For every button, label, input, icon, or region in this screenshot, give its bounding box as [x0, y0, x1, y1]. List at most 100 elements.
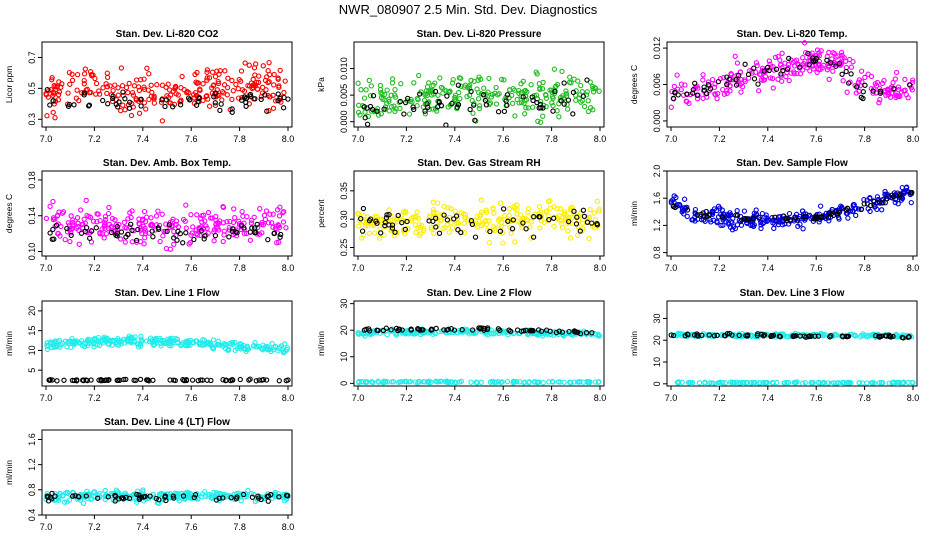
data-point — [802, 213, 809, 220]
data-point — [195, 377, 201, 384]
data-point — [277, 224, 283, 231]
data-point — [868, 73, 875, 80]
data-point — [281, 89, 287, 96]
data-point — [441, 203, 447, 209]
data-point — [276, 345, 282, 352]
data-point — [80, 377, 86, 383]
data-point — [382, 97, 388, 103]
data-point — [51, 344, 57, 350]
data-point — [220, 203, 226, 210]
panel-title: Stan. Dev. Line 1 Flow — [115, 288, 220, 299]
data-point — [75, 493, 82, 500]
data-point — [510, 378, 517, 384]
data-point — [507, 224, 513, 231]
data-point — [550, 103, 556, 109]
data-point — [229, 228, 236, 234]
data-point — [123, 84, 130, 91]
data-point — [115, 335, 121, 342]
data-point — [551, 66, 558, 72]
data-point — [797, 71, 804, 77]
y-tick-label: 0.8 — [652, 246, 662, 259]
data-point — [734, 208, 740, 214]
data-point — [909, 79, 916, 86]
y-axis-label: degrees C — [629, 65, 639, 104]
data-point — [456, 75, 463, 81]
data-point — [86, 102, 93, 108]
data-point — [443, 122, 449, 128]
data-point — [208, 215, 214, 221]
data-point — [551, 215, 557, 221]
data-point — [876, 100, 882, 106]
data-point — [121, 219, 128, 226]
data-point — [741, 208, 748, 214]
data-point — [119, 83, 126, 89]
data-point — [88, 496, 94, 503]
data-point — [167, 246, 174, 252]
data-point — [437, 218, 444, 224]
data-point — [155, 208, 161, 214]
data-point — [118, 107, 124, 114]
data-point — [368, 83, 374, 89]
data-point — [706, 211, 713, 218]
data-point — [561, 80, 567, 86]
data-point — [468, 88, 474, 95]
data-point — [758, 219, 764, 226]
data-point — [581, 213, 588, 220]
data-point — [247, 91, 254, 98]
data-point — [137, 341, 143, 347]
data-point — [214, 68, 220, 74]
data-point — [167, 377, 173, 383]
data-point — [167, 92, 174, 98]
data-point — [468, 77, 474, 84]
data-point — [790, 333, 796, 340]
data-point — [870, 90, 876, 96]
data-point — [211, 94, 217, 100]
data-point — [194, 80, 200, 86]
data-point — [844, 205, 851, 211]
x-tick-label: 7.2 — [713, 134, 726, 144]
data-point — [674, 379, 681, 386]
y-tick-label: 0.000 — [339, 110, 349, 133]
data-point — [118, 65, 125, 71]
data-point — [668, 332, 674, 338]
x-tick-label: 7.4 — [449, 393, 462, 403]
data-point — [557, 379, 563, 385]
data-point — [571, 208, 577, 214]
data-point — [568, 80, 574, 86]
data-point — [238, 498, 244, 504]
data-point — [153, 213, 160, 219]
data-point — [54, 83, 61, 89]
data-point — [751, 76, 758, 82]
data-point — [892, 76, 898, 82]
data-point — [773, 66, 780, 72]
data-point — [481, 92, 487, 98]
data-point — [83, 377, 89, 383]
data-point — [44, 493, 50, 499]
data-point — [860, 95, 866, 102]
data-point — [282, 341, 288, 347]
data-point — [540, 105, 546, 111]
data-point — [839, 52, 845, 59]
data-point — [685, 332, 691, 338]
data-point — [189, 377, 196, 383]
data-point — [769, 379, 776, 386]
data-point — [522, 87, 529, 94]
data-point — [474, 213, 480, 220]
data-point — [501, 77, 507, 83]
data-point — [147, 335, 154, 341]
data-point — [754, 62, 760, 69]
data-point — [166, 222, 172, 228]
data-point — [185, 338, 191, 344]
data-point — [714, 332, 720, 339]
data-point — [472, 234, 479, 240]
data-point — [908, 189, 914, 196]
x-tick-label: 7.8 — [233, 522, 246, 532]
plot-frame — [41, 41, 293, 128]
y-tick-label: 1.2 — [27, 458, 37, 471]
data-point — [128, 221, 134, 227]
data-point — [462, 212, 469, 218]
data-point — [575, 379, 581, 385]
data-point — [855, 79, 862, 85]
data-point — [142, 228, 148, 234]
